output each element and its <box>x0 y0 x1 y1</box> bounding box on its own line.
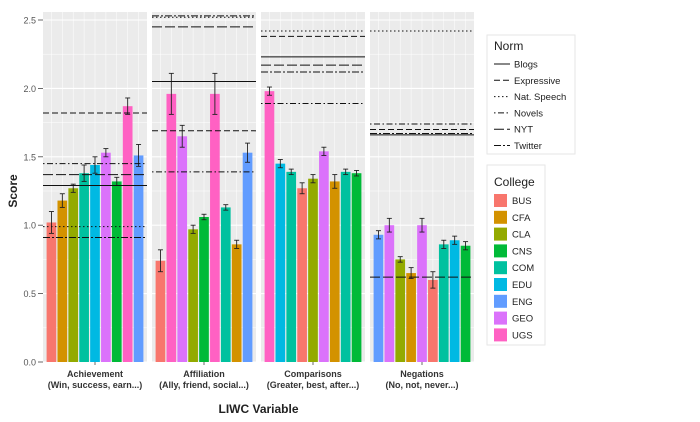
bar-cns <box>199 216 209 362</box>
norm-legend: Norm Blogs Expressive Nat. Speech Novels NYT… <box>486 34 576 155</box>
bar-ugs <box>210 93 220 362</box>
bar-cns <box>460 245 471 362</box>
bar-bus <box>46 222 57 362</box>
bar-bus <box>428 279 438 362</box>
bar-bus <box>155 260 166 362</box>
bar-bus <box>297 188 307 362</box>
bar-com <box>220 207 231 362</box>
bar-geo <box>101 152 111 362</box>
bar-eng <box>373 234 384 362</box>
norm-legend-label: Novels <box>514 108 543 119</box>
bar-edu <box>275 163 286 362</box>
bar-com <box>340 171 351 362</box>
college-legend-label: EDU <box>512 280 532 291</box>
category-label: Comparisons <box>284 369 342 379</box>
norm-legend-label: Expressive <box>514 76 560 87</box>
bar-cns <box>111 181 122 362</box>
college-legend-label: CNS <box>512 246 532 257</box>
college-legend-key <box>494 194 507 207</box>
college-legend-key <box>494 278 507 291</box>
college-legend-label: COM <box>512 263 534 274</box>
norm-legend-label: Twitter <box>514 141 542 152</box>
college-legend-key <box>494 244 507 258</box>
norm-legend-label: NYT <box>514 125 533 136</box>
bar-eng <box>242 152 253 362</box>
college-legend: College BUS CFA CLA CNS COM EDU ENG GEO UGS <box>486 164 546 346</box>
category-label: Negations <box>400 369 444 379</box>
college-legend-label: ENG <box>512 297 533 308</box>
y-tick-label: 2.0 <box>23 84 36 94</box>
college-legend-label: UGS <box>512 330 533 341</box>
college-legend-key <box>494 311 507 325</box>
category-label: Achievement <box>67 369 123 379</box>
norm-legend-label: Nat. Speech <box>514 92 566 103</box>
bar-cfa <box>57 200 68 362</box>
bar-cfa <box>231 244 242 362</box>
college-legend-key <box>494 294 507 308</box>
bar-ugs <box>264 91 275 363</box>
category-sublabel: (Greater, best, after...) <box>267 380 360 390</box>
bar-cla <box>68 188 79 362</box>
bar-cns <box>351 173 362 362</box>
college-legend-label: CFA <box>512 213 531 224</box>
norm-legend-label: Blogs <box>514 60 538 71</box>
y-axis-label: Score <box>6 174 20 208</box>
college-legend-key <box>494 227 507 241</box>
bar-ugs <box>166 93 177 362</box>
college-legend-key <box>494 328 507 342</box>
college-legend-label: GEO <box>512 314 533 325</box>
bar-geo <box>384 225 395 362</box>
college-legend-label: CLA <box>512 230 531 241</box>
y-tick-label: 0.5 <box>23 289 36 299</box>
bar-edu <box>90 165 100 362</box>
bar-com <box>79 173 89 362</box>
bar-cla <box>308 178 318 362</box>
bar-geo <box>417 225 427 362</box>
bar-cla <box>188 229 198 362</box>
category-sublabel: (Ally, friend, social...) <box>159 380 249 390</box>
bar-com <box>286 171 297 362</box>
bar-eng <box>133 155 144 362</box>
bar-cfa <box>329 181 340 362</box>
bar-cfa <box>406 273 416 362</box>
college-legend-label: BUS <box>512 196 532 207</box>
category-label: Affiliation <box>183 369 225 379</box>
bar-ugs <box>122 106 133 363</box>
x-axis-label: LIWC Variable <box>218 402 298 416</box>
norm-legend-title: Norm <box>494 39 523 53</box>
college-legend-key <box>494 261 507 275</box>
y-tick-label: 2.5 <box>23 16 36 26</box>
y-tick-label: 1.5 <box>23 152 36 162</box>
college-legend-key <box>494 210 507 224</box>
college-legend-title: College <box>494 175 535 189</box>
bar-com <box>438 244 449 362</box>
category-sublabel: (No, not, never...) <box>385 380 458 390</box>
bar-geo <box>177 136 188 362</box>
bar-geo <box>319 151 329 362</box>
y-tick-label: 1.0 <box>23 221 36 231</box>
bar-edu <box>449 240 460 362</box>
category-sublabel: (Win, success, earn...) <box>48 380 142 390</box>
bar-cla <box>395 259 406 362</box>
y-tick-label: 0.0 <box>23 358 36 368</box>
